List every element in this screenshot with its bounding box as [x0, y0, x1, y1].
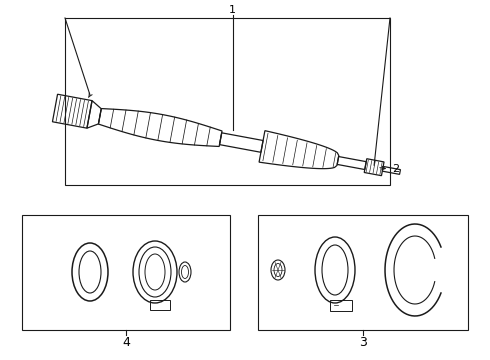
Bar: [65, 18, 390, 185]
Text: 3: 3: [359, 336, 367, 348]
Text: 1: 1: [229, 5, 236, 15]
Bar: [150, 300, 170, 310]
Text: 4: 4: [122, 336, 130, 348]
Bar: [22, 215, 230, 330]
Text: 2: 2: [392, 164, 399, 174]
Bar: [330, 300, 352, 311]
Bar: [258, 215, 468, 330]
